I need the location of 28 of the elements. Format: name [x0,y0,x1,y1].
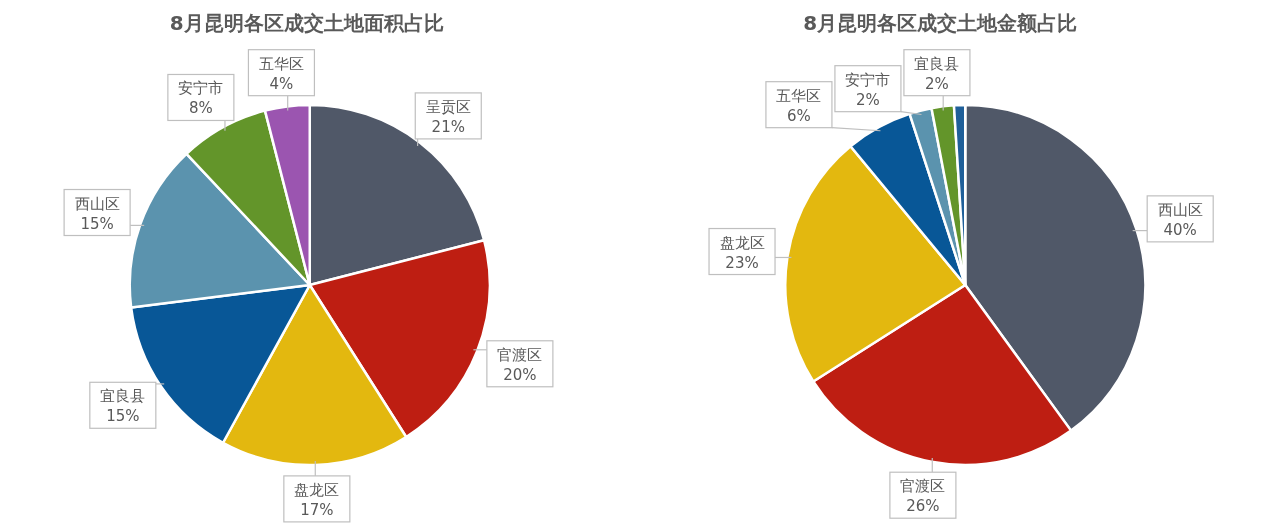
slice-label: 宜良县 [914,54,960,73]
slice-label: 官渡区 [900,477,946,496]
data-label: 20% [503,365,537,384]
slice-label: 官渡区 [497,345,543,364]
slice-label: 呈贡区 [425,97,471,116]
data-label: 6% [787,106,811,125]
slice-label: 五华区 [258,54,304,73]
chart-title: 8月昆明各区成交土地面积占比 [169,11,444,35]
slice-label: 盘龙区 [294,480,340,499]
slice-label: 西山区 [74,194,120,213]
data-label: 26% [906,497,940,516]
data-label: 17% [300,500,334,519]
chart-title: 8月昆明各区成交土地金额占比 [803,11,1078,35]
slice-label: 五华区 [776,86,822,105]
data-label: 2% [856,90,880,109]
data-label: 23% [725,253,759,272]
data-label: 4% [269,74,294,93]
slice-label: 宜良县 [100,387,146,406]
data-label: 40% [1163,220,1197,239]
slice-label: 西山区 [1157,200,1203,219]
data-label: 15% [106,407,140,426]
slice-label: 盘龙区 [719,233,765,252]
slice-label: 安宁市 [178,79,224,98]
data-label: 8% [188,99,213,118]
data-label: 2% [925,74,949,93]
data-label: 21% [431,117,465,136]
slice-label: 安宁市 [845,70,891,89]
data-label: 15% [80,214,114,233]
